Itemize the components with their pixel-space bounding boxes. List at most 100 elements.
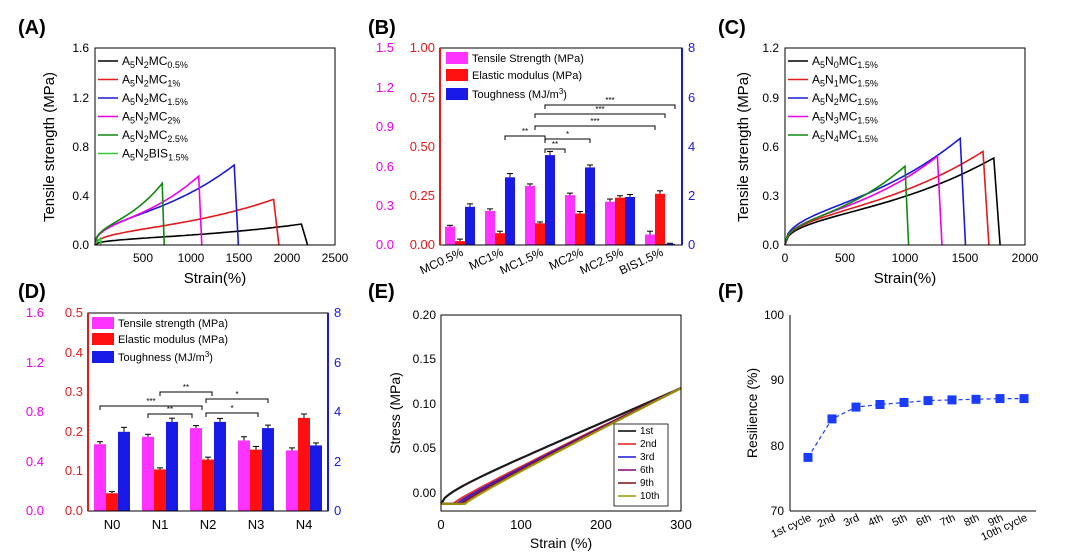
bar-toughness [465, 206, 475, 245]
legend-label-toughness: Toughness (MJ/m3) [118, 350, 213, 364]
legend-label: 9th [640, 478, 654, 489]
legend-label-part: 0 [834, 60, 839, 70]
legend-label-part: A [122, 73, 130, 87]
legend-label-part: 5 [820, 79, 825, 89]
significance-bracket [504, 135, 546, 140]
y-tick-label: 0.05 [413, 441, 437, 455]
legend-swatch-modulus [92, 333, 114, 345]
legend-label: A5N1MC1.5% [812, 73, 878, 89]
chart-f-yticks: 70 80 90 100 [764, 308, 784, 518]
legend-label-part: 1.5% [857, 79, 878, 89]
significance-label: *** [590, 117, 599, 126]
curve-a-0 [94, 223, 309, 246]
y-tick-label: 2 [688, 188, 695, 203]
bar-modulus [495, 233, 505, 245]
y-tick-label: 1.2 [72, 91, 89, 105]
legend-label-toughness-end: ) [209, 352, 213, 364]
legend-label-part: 5 [130, 153, 135, 163]
legend-label-tensile: Tensile Strength (MPa) [472, 53, 584, 65]
legend-label-part: 3 [834, 116, 839, 126]
chart-e: 0 100 200 300 0.00 0.05 0.10 0.15 0.20 S… [387, 308, 692, 551]
chart-d-xticks: N0 N1 N2 N3 N4 [104, 517, 313, 532]
y-tick-label: 0.6 [762, 140, 779, 154]
panel-label-d: (D) [18, 281, 46, 303]
legend-label-part: MC [149, 73, 168, 87]
bar-toughness [262, 428, 274, 511]
legend-label: A5N2MC0.5% [122, 54, 188, 70]
legend-label: 3rd [640, 452, 654, 463]
legend-label: 6th [640, 465, 654, 476]
bar-modulus [615, 197, 625, 245]
bar-modulus [298, 417, 310, 511]
chart-a-xticks: 500 1000 1500 2000 2500 [133, 251, 349, 265]
y-tick-label: 0.75 [410, 90, 435, 105]
y-tick-label: 0.0 [376, 237, 394, 252]
legend-label-part: 5 [820, 134, 825, 144]
significance-bracket [205, 412, 259, 417]
y-tick-label: 0.4 [65, 345, 83, 360]
chart-d-marks [94, 413, 322, 512]
y-tick-label: 0 [334, 503, 341, 518]
significance-label: *** [605, 96, 614, 105]
chart-c-yticks: 0.0 0.3 0.6 0.9 1.2 [762, 41, 779, 252]
legend-label-part: MC [149, 54, 168, 68]
x-tick-label: 2nd [816, 512, 838, 531]
bar-tensile [605, 201, 615, 245]
y-tick-label: 0.0 [762, 238, 779, 252]
legend-label-toughness: Toughness (MJ/m3) [472, 87, 567, 101]
bar-modulus [202, 459, 214, 511]
chart-a-marks [94, 163, 309, 246]
legend-label-part: N [135, 128, 144, 142]
legend-label-toughness-base: Toughness (MJ/m [118, 352, 205, 364]
chart-b-xticks: MC0.5% MC1% MC1.5% MC2% MC2.5% BIS1.5% [418, 245, 666, 278]
legend-label-part: A [122, 147, 130, 161]
chart-f: 70 80 90 100 1st cycle 2nd 3rd 4th 5th 6… [744, 308, 1036, 544]
significance-label: ** [522, 127, 528, 136]
chart-e-legend: 1st 2nd 3rd 6th 9th 10th [613, 423, 669, 507]
chart-d-significance: ********* [99, 383, 269, 418]
significance-bracket [544, 104, 676, 109]
legend-label-part: N [135, 54, 144, 68]
bar-tensile [445, 226, 455, 245]
x-tick-label: 5th [890, 512, 909, 529]
panel-label-f: (F) [718, 281, 744, 303]
bar-tensile [485, 210, 495, 245]
panel-label-b: (B) [368, 17, 396, 39]
x-axis-title: Strain(%) [184, 270, 247, 287]
legend-label-part: A [812, 73, 820, 87]
legend-label-part: A [122, 91, 130, 105]
y-axis-title: Resilience (%) [744, 368, 760, 458]
curve-c-3 [784, 154, 943, 246]
chart-a: 500 1000 1500 2000 2500 0.0 0.4 0.8 1.2 … [41, 41, 349, 287]
legend-label-part: 5 [130, 97, 135, 107]
y-tick-label: 90 [771, 373, 785, 387]
legend-label-toughness-base: Toughness (MJ/m [472, 89, 559, 101]
y-tick-label: 8 [334, 305, 341, 320]
legend-label-part: MC [839, 91, 858, 105]
x-tick-label: 500 [133, 251, 153, 265]
x-tick-label: 300 [670, 517, 692, 532]
significance-bracket [159, 391, 213, 396]
resilience-point [875, 400, 885, 409]
legend-label-part: N [135, 110, 144, 124]
legend-box [613, 423, 669, 507]
curve-a-5 [94, 237, 102, 246]
curve-c-4 [784, 164, 910, 246]
bar-tensile [565, 195, 575, 245]
resilience-point [851, 402, 861, 412]
chart-e-yticks: 0.00 0.05 0.10 0.15 0.20 [413, 308, 437, 500]
y-tick-label: 0.9 [762, 91, 779, 105]
legend-label-part: N [825, 128, 834, 142]
legend-label-part: 5 [130, 60, 135, 70]
legend-swatch-toughness [92, 351, 114, 363]
legend-label-part: MC [839, 54, 858, 68]
legend-label: A5N2BIS1.5% [122, 147, 189, 163]
x-tick-label: 4th [866, 512, 885, 529]
legend-label-part: MC [149, 91, 168, 105]
y-tick-label: 1.2 [762, 41, 779, 55]
y-tick-label: 1.2 [26, 355, 44, 370]
curve-c-2 [784, 136, 967, 246]
y-tick-label: 1.6 [72, 41, 89, 55]
legend-label-part: 2 [144, 153, 149, 163]
bar-tensile [190, 428, 202, 511]
